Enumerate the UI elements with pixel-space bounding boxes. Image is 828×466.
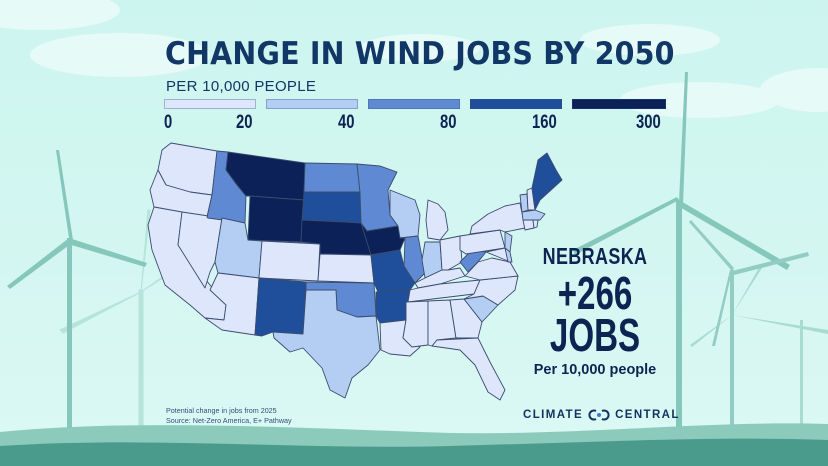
state-co[interactable] <box>258 240 321 282</box>
state-sd[interactable] <box>301 191 362 224</box>
legend-tick: 300 <box>636 112 661 133</box>
wind-turbine-icon <box>573 72 790 432</box>
state-nd[interactable] <box>303 162 361 193</box>
legend-tick: 80 <box>440 112 457 133</box>
state-wy[interactable] <box>247 195 305 243</box>
state-fl[interactable] <box>431 337 506 401</box>
legend-swatch-40-80 <box>368 99 460 109</box>
brand-right: CENTRAL <box>615 409 680 421</box>
state-ny[interactable] <box>469 202 526 235</box>
legend-swatch-20-40 <box>266 99 358 109</box>
state-mi[interactable] <box>425 199 449 241</box>
wind-turbine-icon <box>7 150 147 430</box>
state-nm[interactable] <box>254 277 307 337</box>
state-tx[interactable] <box>272 289 381 399</box>
state-oh[interactable] <box>439 235 463 271</box>
callout-per: Per 10,000 people <box>533 362 657 378</box>
highlight-callout: NEBRASKA +266 JOBS Per 10,000 people <box>520 243 670 378</box>
legend-tick: 20 <box>236 112 253 133</box>
color-legend: 0 20 40 80 160 300 <box>164 99 666 135</box>
brand-left: CLIMATE <box>523 409 584 421</box>
climate-central-logo-icon <box>588 409 610 421</box>
hill-front <box>0 438 828 466</box>
callout-unit: JOBS <box>549 309 641 361</box>
legend-tick: 0 <box>164 112 173 133</box>
state-me[interactable] <box>531 152 563 211</box>
state-ar[interactable] <box>375 289 411 324</box>
state-ks[interactable] <box>317 253 375 284</box>
state-de[interactable] <box>504 247 513 263</box>
legend-tick: 160 <box>532 112 557 133</box>
state-ct[interactable] <box>522 219 535 231</box>
legend-swatch-160-300 <box>572 99 666 109</box>
cloud-icon <box>0 0 828 118</box>
source-notes: Potential change in jobs from 2025 Sourc… <box>166 406 292 426</box>
note-line: Potential change in jobs from 2025 <box>166 406 277 415</box>
chart-title: CHANGE IN WIND JOBS BY 2050 <box>165 36 675 72</box>
brand-logo: CLIMATE CENTRAL <box>523 409 680 421</box>
state-ms[interactable] <box>402 300 429 348</box>
callout-value: +266 <box>557 267 633 319</box>
state-ga[interactable] <box>449 298 483 339</box>
legend-tick: 40 <box>338 112 355 133</box>
source-line: Source: Net-Zero America, E+ Pathway <box>166 416 292 425</box>
legend-swatch-80-160 <box>470 99 562 109</box>
state-ma[interactable] <box>521 209 546 221</box>
chart-subtitle: PER 10,000 PEOPLE <box>166 78 317 95</box>
wind-turbine-icon <box>689 220 809 430</box>
legend-swatch-0-20 <box>164 99 256 109</box>
state-ri[interactable] <box>532 219 539 229</box>
callout-state: NEBRASKA <box>542 243 648 269</box>
state-mo[interactable] <box>370 249 416 293</box>
